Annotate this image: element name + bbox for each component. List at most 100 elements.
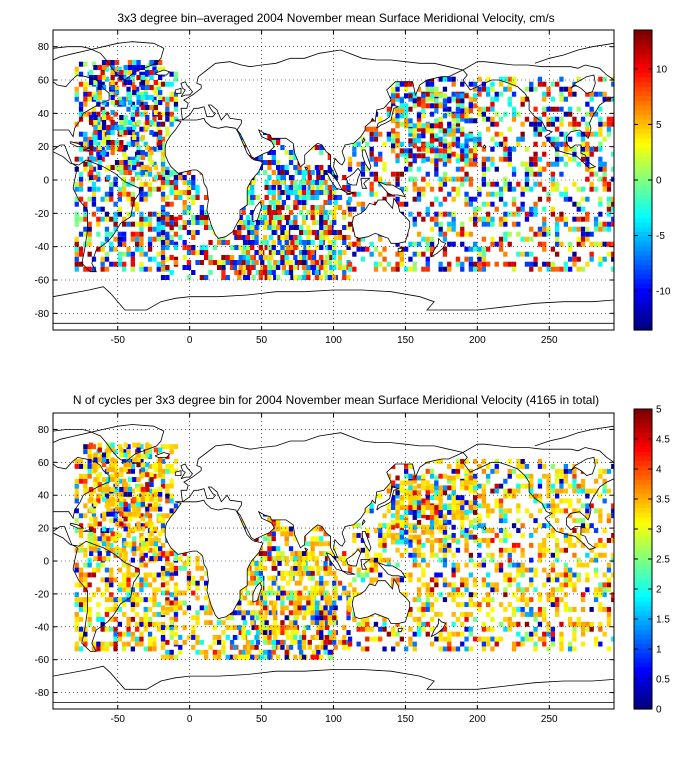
data-bin [537,121,543,127]
data-bin [412,103,417,109]
data-bin [498,621,504,627]
data-bin [438,76,443,82]
data-bin [268,220,274,225]
data-bin [507,602,512,607]
data-bin [288,270,294,275]
data-bin [391,138,396,144]
colorbar-swatch [634,269,652,275]
data-bin [316,565,321,571]
data-bin [182,551,187,556]
data-bin [342,210,347,215]
data-bin [191,230,196,235]
data-bin [199,275,204,280]
data-bin [327,600,332,606]
data-bin [314,610,320,616]
data-bin [324,235,330,240]
data-bin [96,176,101,182]
data-bin [169,235,174,240]
data-bin [117,444,122,450]
data-bin [280,570,285,576]
data-bin [273,615,278,621]
colorbar-swatch [634,58,652,64]
data-bin [241,250,246,255]
colorbar-swatch [634,165,652,172]
data-bin [301,220,307,225]
data-bin [87,226,92,232]
data-bin [412,128,417,134]
data-bin [160,542,166,548]
data-bin [140,556,145,561]
data-bin [585,141,590,147]
data-bin [382,523,387,529]
data-bin [89,442,94,448]
data-bin [408,176,413,182]
data-bin [78,131,84,137]
data-bin [516,542,521,548]
data-bin [490,528,495,533]
data-bin [438,631,443,637]
data-bin [165,211,170,217]
data-bin [473,153,478,159]
data-bin [117,66,122,72]
data-bin [319,145,324,150]
data-bin [169,635,174,640]
data-bin [391,626,396,632]
data-bin [507,621,512,627]
data-bin [306,610,311,616]
data-bin [404,473,409,479]
data-bin [78,101,84,107]
data-bin [158,556,163,561]
data-bin [145,95,150,100]
data-bin [245,200,251,205]
data-bin [606,181,612,187]
data-bin [434,597,439,603]
data-bin [347,196,353,202]
data-bin [109,196,114,202]
data-bin [126,468,131,474]
data-bin [267,190,272,195]
data-bin [83,131,88,137]
data-bin [320,565,325,571]
data-bin [217,265,222,270]
data-bin [149,556,154,561]
data-bin [156,621,161,627]
data-bin [93,556,98,561]
data-bin [186,230,192,235]
data-bin [342,561,347,566]
data-bin [139,251,144,257]
data-bin [135,231,140,237]
data-bin [165,195,170,200]
data-bin [425,562,430,568]
data-bin [429,241,435,247]
data-bin [140,472,145,478]
data-bin [258,615,263,621]
data-bin [395,133,400,139]
data-bin [104,111,110,117]
data-bin [109,641,114,647]
data-bin [277,170,282,175]
data-bin [589,131,594,137]
data-bin [473,161,478,167]
data-bin [113,81,118,87]
data-bin [281,225,286,230]
colorbar-swatch [634,226,652,233]
data-bin [109,231,114,237]
data-bin [507,626,512,632]
data-bin [149,85,154,90]
data-bin [464,626,469,632]
data-bin [96,498,101,504]
data-bin [425,86,430,92]
data-bin [533,231,538,237]
data-bin [378,557,383,563]
data-bin [455,256,461,262]
data-bin [104,151,110,157]
data-bin [83,641,88,647]
data-bin [481,166,486,172]
data-bin [93,501,98,507]
data-bin [421,602,426,607]
colorbar-swatch [634,39,652,45]
data-bin [319,615,324,621]
data-bin [191,195,196,200]
data-bin [258,590,263,596]
data-bin [113,631,118,637]
